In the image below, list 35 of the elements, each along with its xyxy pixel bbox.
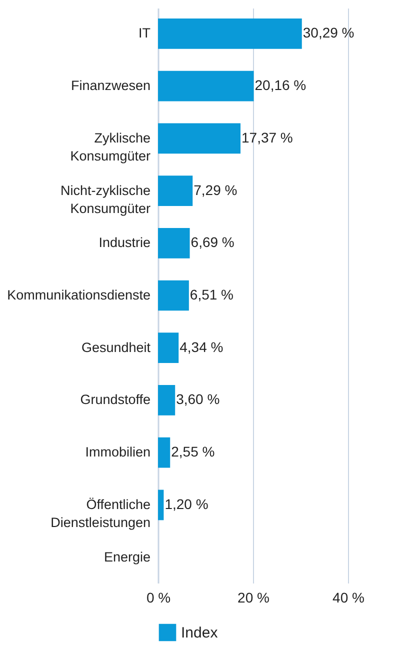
bar [158,70,254,102]
y-tick-label: Öffentliche Dienstleistungen [50,496,150,530]
legend-label: Index [181,624,218,642]
bar [158,18,302,49]
text: 17,37 % [242,129,293,146]
y-tick-label: Grundstoffe [80,392,150,408]
y-tick-label: Energie [104,549,150,564]
y-tick-label: Kommunikationsdienste [7,288,150,302]
bar [158,176,193,206]
y-tick-label: Nicht-zyklische Konsumgüter [60,182,151,216]
text: 6,69 % [190,234,234,250]
bar [158,490,164,520]
bar [158,332,179,364]
text: 4,34 % [180,338,224,355]
bar [158,228,190,258]
x-tick-label: 20 % [238,590,270,606]
x-tick-label: 0 % [146,590,171,606]
y-tick-label: Industrie [98,235,150,250]
y-tick-label: IT [138,26,150,41]
bar [158,437,170,468]
text: 2,55 % [171,444,215,460]
y-tick-label: Zyklische Konsumgüter [70,130,151,164]
y-tick-label: Finanzwesen [70,78,150,94]
text: 20,16 % [254,77,306,94]
text: 30,29 % [302,24,354,41]
text: 3,60 % [176,391,220,408]
x-tick-label: 40 % [332,590,364,606]
bar [158,123,241,154]
text: 1,20 % [164,496,208,512]
y-tick-label: Immobilien [85,444,150,460]
text: 7,29 % [194,182,238,198]
y-tick-label: Gesundheit [81,340,151,355]
text: 6,51 % [190,286,234,302]
bar [158,280,189,311]
bar [158,385,176,416]
